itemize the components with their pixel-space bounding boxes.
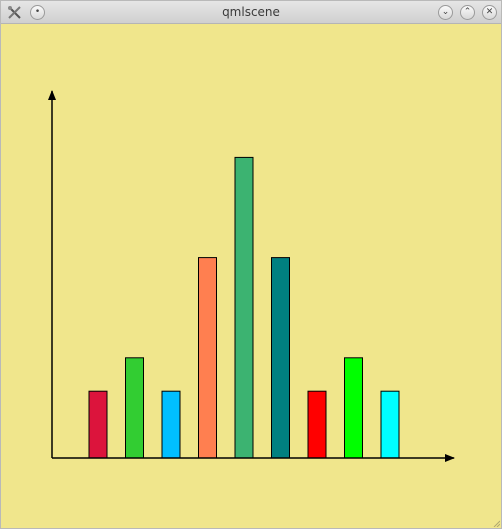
bar-chart: [48, 90, 455, 462]
title-bar[interactable]: • qmlscene ⌄ ⌃ ✕: [1, 1, 501, 24]
tools-icon[interactable]: [7, 5, 22, 20]
bar-2: [125, 357, 144, 459]
bar-9: [380, 390, 400, 459]
bar-7: [307, 390, 327, 459]
chevron-down-icon: ⌄: [441, 7, 450, 17]
window-menu-icon: •: [34, 7, 41, 17]
bar-6: [271, 257, 290, 459]
bar-4: [198, 257, 217, 459]
bar-1: [88, 390, 108, 459]
resize-grip[interactable]: [492, 519, 500, 527]
bar-3: [161, 390, 181, 459]
bars-group: [88, 156, 400, 459]
chevron-up-icon: ⌃: [463, 7, 472, 17]
minimize-button[interactable]: ⌄: [438, 5, 453, 20]
window-menu-button[interactable]: •: [30, 5, 45, 20]
close-button[interactable]: ✕: [482, 5, 497, 20]
bar-5: [234, 156, 254, 459]
maximize-button[interactable]: ⌃: [460, 5, 475, 20]
bar-8: [344, 357, 363, 459]
window-title: qmlscene: [222, 5, 280, 19]
close-icon: ✕: [485, 7, 494, 17]
